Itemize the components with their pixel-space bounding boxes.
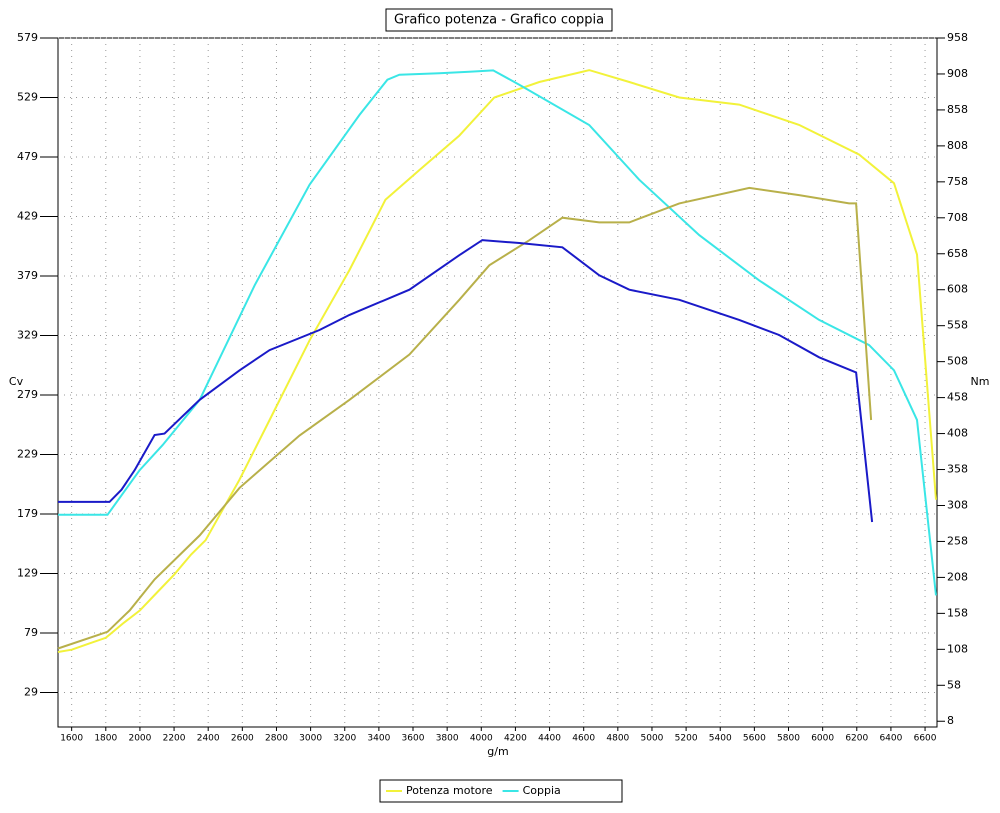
y2-tick-label: 658 [947, 247, 968, 260]
x-tick-label: 1600 [60, 734, 83, 744]
x-tick-label: 3400 [367, 734, 390, 744]
y-tick-label: 29 [24, 685, 38, 698]
x-tick-label: 6400 [879, 734, 902, 744]
x-tick-label: 6200 [845, 734, 868, 744]
series-line [58, 69, 937, 596]
x-tick-label: 3200 [333, 734, 356, 744]
x-tick-label: 6600 [914, 734, 937, 744]
chart-title: Grafico potenza - Grafico coppia [394, 13, 604, 28]
x-tick-label: 6000 [811, 734, 834, 744]
y2-tick-label: 108 [947, 642, 968, 655]
y-axis-label: Cv [9, 375, 24, 388]
legend-label: Coppia [523, 784, 561, 797]
y2-tick-label: 58 [947, 678, 961, 691]
series-line [57, 69, 937, 653]
title-box [385, 8, 613, 32]
x-tick-label: 3800 [436, 734, 459, 744]
y-tick-label: 329 [17, 328, 38, 341]
x-tick-label: 5000 [641, 734, 664, 744]
x-tick-label: 2400 [197, 734, 220, 744]
x-tick-label: 3000 [299, 734, 322, 744]
x-tick-label: 3600 [402, 734, 425, 744]
y2-tick-label: 158 [947, 606, 968, 619]
y2-tick-label: 408 [947, 427, 968, 440]
y2-tick-label: 908 [947, 67, 968, 80]
x-axis-label: g/m [487, 745, 508, 758]
x-tick-label: 4000 [470, 734, 493, 744]
x-tick-label: 5600 [743, 734, 766, 744]
x-tick-label: 1800 [94, 734, 117, 744]
x-tick-label: 5400 [709, 734, 732, 744]
y-tick-label: 279 [17, 388, 38, 401]
y-tick-label: 129 [17, 566, 38, 579]
y2-tick-label: 708 [947, 211, 968, 224]
x-tick-label: 2000 [128, 734, 151, 744]
y2-tick-label: 208 [947, 570, 968, 583]
y2-tick-label: 858 [947, 103, 968, 116]
plot-frame [57, 37, 938, 728]
y-tick-label: 529 [17, 90, 38, 103]
x-tick-label: 4800 [606, 734, 629, 744]
x-tick-label: 2800 [265, 734, 288, 744]
y2-tick-label: 308 [947, 498, 968, 511]
series-line [58, 239, 874, 523]
y-tick-label: 479 [17, 150, 38, 163]
y2-tick-label: 808 [947, 139, 968, 152]
y2-tick-label: 558 [947, 319, 968, 332]
y2-tick-label: 608 [947, 283, 968, 296]
legend-label: Potenza motore [406, 784, 493, 797]
y2-tick-label: 958 [947, 31, 968, 44]
series-line [57, 186, 873, 650]
y2-axis-label: Nm [971, 375, 990, 388]
y2-tick-label: 358 [947, 463, 968, 476]
y-tick-label: 579 [17, 31, 38, 44]
y-tick-label: 179 [17, 507, 38, 520]
y-tick-label: 229 [17, 447, 38, 460]
y2-tick-label: 508 [947, 355, 968, 368]
x-tick-label: 5200 [675, 734, 698, 744]
y2-tick-label: 8 [947, 714, 954, 727]
y2-tick-label: 758 [947, 175, 968, 188]
x-tick-label: 2200 [163, 734, 186, 744]
y-tick-label: 429 [17, 209, 38, 222]
x-tick-label: 4400 [538, 734, 561, 744]
y-tick-label: 79 [24, 626, 38, 639]
legend-box [379, 779, 623, 803]
x-tick-label: 4600 [572, 734, 595, 744]
y2-tick-label: 258 [947, 534, 968, 547]
y-tick-label: 379 [17, 269, 38, 282]
x-tick-label: 5800 [777, 734, 800, 744]
y2-tick-label: 458 [947, 391, 968, 404]
x-tick-label: 2600 [231, 734, 254, 744]
x-tick-label: 4200 [504, 734, 527, 744]
